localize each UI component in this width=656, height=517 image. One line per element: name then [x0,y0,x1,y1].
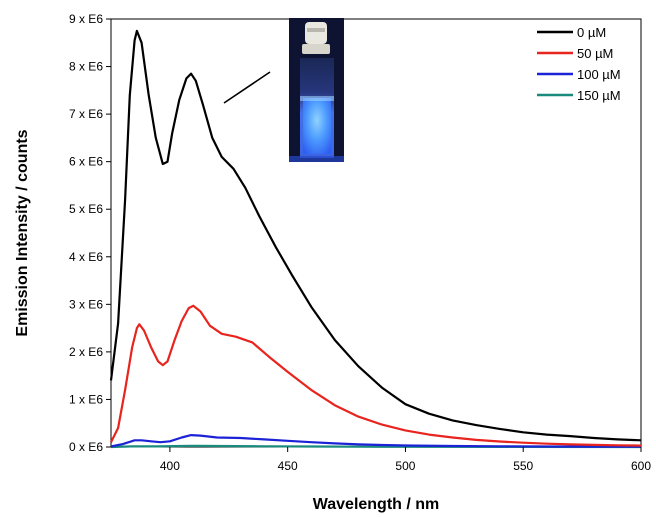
x-tick-label: 550 [513,459,533,473]
inset-cuvette-photo [289,18,344,162]
y-tick-label: 4 x E6 [69,250,103,264]
y-tick-label: 1 x E6 [69,392,103,406]
y-tick-label: 0 x E6 [69,440,103,454]
y-tick-label: 3 x E6 [69,297,103,311]
x-tick-label: 450 [278,459,298,473]
legend: 0 µM 50 µM 100 µM 150 µM [537,25,621,103]
series-layer [109,29,642,449]
legend-label: 50 µM [577,46,613,61]
x-tick-label: 600 [631,459,651,473]
series-line-0 [109,29,642,442]
inset-pointer-line [223,71,271,104]
y-tick-label: 7 x E6 [69,107,103,121]
y-tick-label: 9 x E6 [69,12,103,26]
series-line-1 [110,304,642,447]
y-axis-title: Emission Intensity / counts [14,129,31,336]
y-tick-label: 5 x E6 [69,202,103,216]
legend-label: 150 µM [577,88,621,103]
y-tick-label: 2 x E6 [69,345,103,359]
legend-label: 100 µM [577,67,621,82]
series-line-3 [110,444,642,449]
x-axis-title: Wavelength / nm [313,496,440,513]
axis-layer: 400 450 500 550 600 0 x E6 1 x E6 2 x E6 3 x E6 4… [69,12,651,473]
y-tick-label: 6 x E6 [69,155,103,169]
x-tick-label: 400 [160,459,180,473]
x-tick-label: 500 [395,459,415,473]
y-tick-label: 8 x E6 [69,60,103,74]
legend-label: 0 µM [577,25,606,40]
series-line-2 [110,434,642,448]
